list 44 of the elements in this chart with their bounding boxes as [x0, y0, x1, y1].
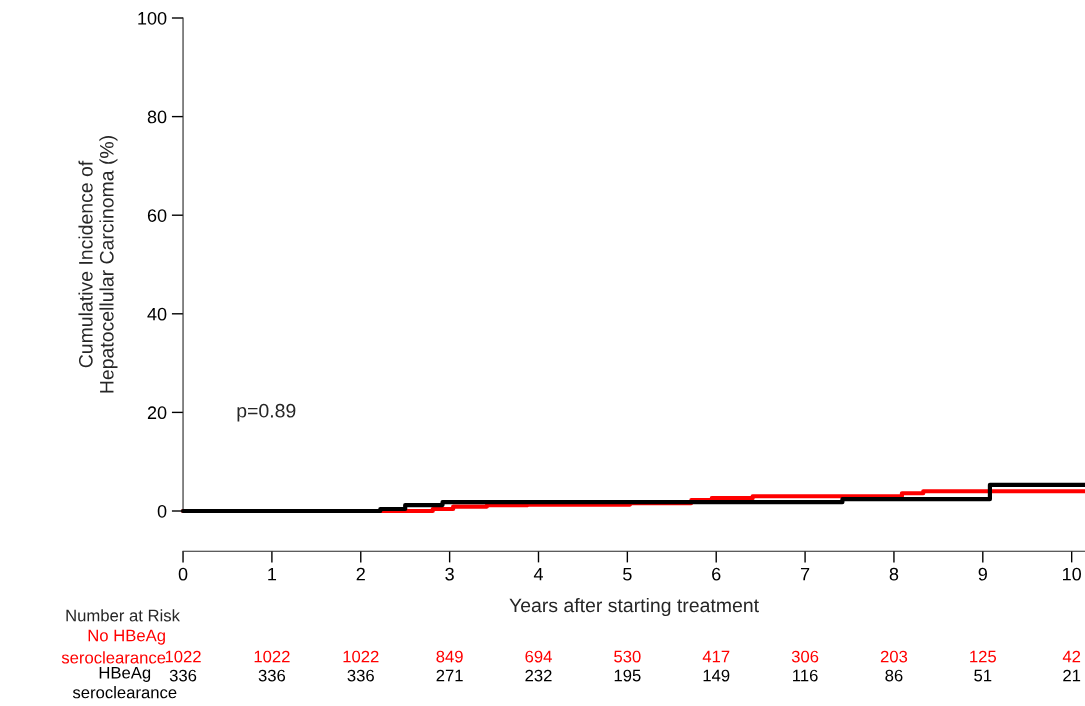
y-axis-title: Cumulative Incidence of Hepatocellular Carcinoma (%) [78, 136, 118, 393]
x-tick-label: 10 [1063, 567, 1082, 581]
text: 116 [793, 669, 818, 682]
text: 530 [614, 650, 641, 663]
text: 203 [880, 650, 908, 663]
x-tick-label: 8 [889, 567, 899, 581]
text: 694 [525, 650, 552, 663]
text: 336 [169, 669, 197, 682]
x-tick-label: 4 [533, 567, 543, 581]
text: 125 [970, 650, 997, 663]
x-tick-label: 7 [800, 567, 810, 581]
text: 306 [791, 650, 819, 663]
y-tick-label: 100 [138, 11, 167, 25]
text: 195 [614, 669, 641, 682]
text: 1022 [254, 650, 290, 663]
text: 271 [436, 669, 463, 682]
text: 149 [703, 669, 730, 682]
y-tick-label: 40 [147, 307, 167, 321]
y-tick-label: 20 [147, 406, 167, 420]
text: 336 [347, 669, 374, 682]
x-tick-label: 6 [712, 567, 721, 581]
y-tick-label: 60 [147, 209, 167, 222]
text: 51 [974, 669, 992, 682]
x-tick-label: 1 [268, 567, 277, 581]
text: 1022 [165, 650, 201, 663]
text: 849 [436, 650, 463, 663]
text: 86 [885, 669, 903, 682]
x-tick-label: 5 [623, 567, 632, 581]
text: Number at Risk [66, 609, 180, 622]
x-axis-title: Years after starting treatment [509, 597, 759, 617]
x-tick-label: 0 [178, 567, 188, 581]
text: 336 [258, 669, 286, 682]
text: 417 [702, 650, 730, 663]
x-tick-label: 2 [356, 567, 365, 581]
y-tick-label: 80 [147, 110, 167, 124]
y-tick-label: 0 [157, 504, 167, 518]
text: 232 [525, 669, 552, 682]
annotation: p=0.89 [237, 403, 296, 422]
x-tick-label: 3 [445, 567, 454, 581]
text: No HBeAg seroclearance [61, 629, 166, 664]
text: 21 [1063, 669, 1081, 682]
x-tick-label: 9 [978, 567, 987, 581]
text: 1022 [343, 650, 379, 663]
text: 42 [1062, 650, 1081, 663]
